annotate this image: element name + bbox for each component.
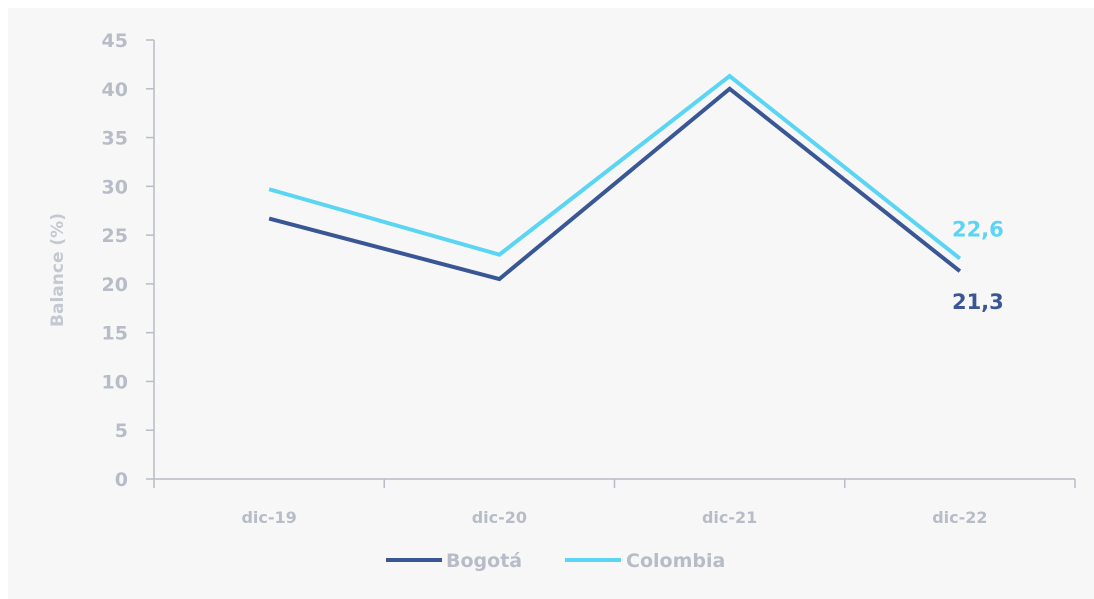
- y-tick-label: 45: [102, 30, 128, 52]
- y-tick-label: 30: [102, 176, 128, 198]
- data-label-colombia: 22,6: [952, 218, 1004, 242]
- x-tick-label: dic-19: [241, 508, 296, 527]
- x-tick-label: dic-20: [472, 508, 527, 527]
- data-labels: 21,3 22,6: [952, 218, 1004, 315]
- y-tick-label: 20: [102, 274, 128, 296]
- series-line-colombia: [268, 73, 962, 261]
- chart-panel: [8, 8, 1094, 599]
- series-lines: [268, 73, 962, 282]
- y-tick-label: 25: [102, 225, 128, 247]
- series-line-bogotá: [268, 86, 962, 282]
- legend-label-colombia: Colombia: [626, 550, 725, 572]
- y-tick-label: 10: [102, 371, 128, 393]
- y-tick-label: 40: [102, 79, 128, 101]
- y-tick-label: 0: [115, 469, 128, 491]
- data-label-bogotá: 21,3: [952, 290, 1004, 314]
- y-tick-label: 15: [102, 323, 128, 345]
- x-tick-label: dic-21: [702, 508, 757, 527]
- y-axis-label: Balance (%): [48, 213, 68, 327]
- legend-label-bogotá: Bogotá: [446, 550, 522, 572]
- axes: 0 5 10 15 20 25 30 35 40 45 dic-19 dic-20 dic-21 dic-…: [102, 30, 1076, 527]
- y-tick-label: 35: [102, 128, 128, 150]
- legend: Bogotá Colombia: [386, 550, 725, 572]
- x-tick-label: dic-22: [932, 508, 987, 527]
- y-tick-label: 5: [115, 420, 128, 442]
